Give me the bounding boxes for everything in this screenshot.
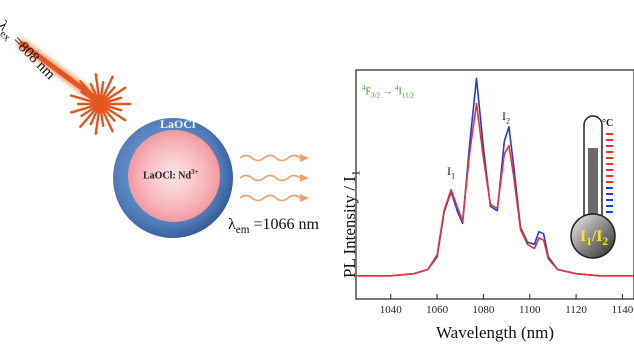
emission-arrowhead-2: [300, 174, 309, 182]
burst-ray: [80, 106, 97, 118]
x-tick-label: 1060: [426, 304, 449, 316]
transition-label: 4F3/2 → 4I11/2: [362, 84, 415, 100]
x-axis-label: Wavelength (nm): [436, 323, 555, 342]
burst-ray: [101, 75, 114, 100]
x-axis-ticks: [390, 294, 623, 299]
emission-arrowhead-1: [300, 154, 309, 162]
burst-ray: [104, 104, 123, 112]
emission-wave-2: [239, 174, 301, 182]
emission-label: λem =1066 nm: [228, 216, 319, 237]
core-label: LaOCl: Nd3+: [143, 168, 199, 182]
thermometer-scale: [606, 133, 613, 213]
thermometer: [570, 115, 616, 259]
burst-ray: [103, 86, 127, 102]
shell-label: LaOCl: [160, 117, 196, 131]
emission-wave-1: [239, 154, 301, 162]
burst-ray: [94, 108, 101, 135]
spectrum-series: [356, 77, 634, 277]
x-tick-label: 1140: [611, 304, 634, 316]
x-tick-label: 1120: [565, 304, 587, 316]
burst-ray: [89, 82, 99, 100]
burst-ray: [94, 73, 101, 100]
x-tick-label: 1080: [472, 304, 495, 316]
burst-ray: [99, 108, 105, 127]
thermometer-bulb: [570, 213, 616, 259]
thermometer-unit: °C: [602, 118, 614, 129]
burst-ray: [89, 108, 99, 126]
burst-ray: [70, 104, 96, 114]
peak-label-i2: I2: [502, 109, 511, 126]
burst-ray: [104, 96, 123, 104]
burst-ray: [79, 80, 98, 101]
peak-label-i1: I1: [447, 164, 456, 181]
plot-frame: [355, 69, 634, 300]
burst-ray: [102, 86, 116, 101]
nd-core: [128, 130, 220, 222]
burst-ray: [101, 108, 114, 133]
spectrum-line-1: [356, 102, 634, 277]
ratio-label: I1/I2: [580, 228, 609, 249]
laser-beam: [19, 41, 101, 103]
thermometer-fill: [588, 148, 598, 238]
burst-ray: [99, 81, 105, 100]
burst-ray: [102, 107, 116, 122]
x-tick-label: 1040: [379, 304, 402, 316]
emission-wave-3: [239, 194, 301, 202]
y-axis-label: PL Intensity / I1: [340, 170, 363, 278]
burst-ray: [70, 94, 96, 104]
burst-ray: [79, 107, 98, 128]
emission-arrows: [239, 154, 309, 202]
excitation-burst: [70, 73, 132, 135]
emission-arrowhead-3: [300, 194, 309, 202]
burst-center: [93, 97, 107, 111]
x-tick-label: 1100: [518, 304, 541, 316]
burst-ray: [103, 106, 127, 122]
burst-ray: [80, 90, 97, 102]
